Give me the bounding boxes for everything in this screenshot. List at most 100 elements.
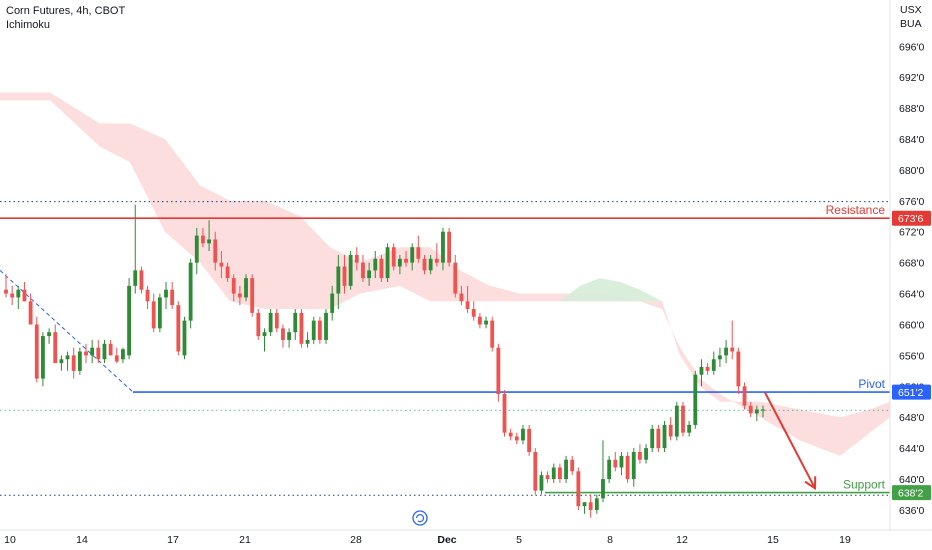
candle [422,254,427,275]
candle-body [564,459,568,480]
candle-body [699,366,704,375]
price-tick-label: 688'0 [899,103,925,115]
candle-body [34,324,39,379]
candle-body [441,231,445,263]
candle-body [656,428,661,449]
time-tick-label: 28 [350,534,362,546]
price-tag-text: 673'6 [898,213,924,225]
candle [502,390,507,437]
candle-body [348,254,353,286]
candle [736,347,741,395]
candle [102,339,107,364]
candle-body [336,266,341,294]
candle [638,444,642,464]
symbol-title[interactable]: Corn Futures, 4h, CBOT [6,5,126,17]
time-tick-label: 21 [239,534,251,546]
candle-body [281,328,285,340]
candle-body [237,293,242,298]
price-tick-label: 692'0 [899,72,925,84]
candle-body [164,289,168,298]
indicator-name[interactable]: Ichimoku [6,19,51,31]
candle-body [244,278,248,298]
candle [471,301,476,321]
candle-body [293,312,298,333]
time-tick-label: Dec [437,534,456,546]
candle [674,401,679,441]
candle [416,235,421,263]
arrow-head [804,476,817,491]
candle-body [176,305,181,352]
candle [188,258,193,329]
candle [219,251,224,279]
candle-body [674,405,679,437]
candle-body [231,278,236,294]
candle [96,339,101,364]
candle [47,328,51,344]
candle [588,494,593,518]
candle [305,332,310,348]
candle [237,285,242,306]
candle-body [139,270,144,290]
candle-body [188,262,193,321]
candle-body [262,332,267,337]
candle-body [59,359,64,364]
candle-body [514,436,519,441]
candle [644,444,648,464]
reset-time-icon[interactable] [412,510,428,526]
candle [539,471,544,495]
candle [490,316,495,352]
candle [127,278,131,360]
price-tick-label: 668'0 [899,258,925,270]
candle-body [71,355,76,371]
price-axis[interactable]: 696'0 692'0 688'0 684'0 680'0 676'0 672'0 668'0… [889,0,931,530]
candle-body [477,316,482,325]
candle-body [90,347,95,356]
support-label: Support [843,478,886,492]
candle-body [207,239,212,244]
time-tick-label: 17 [167,534,179,546]
candle [16,285,21,310]
candle [194,227,199,275]
candle-body [459,293,464,302]
arrow-forecast [764,392,817,491]
candle-body [416,247,421,259]
candle-body [748,405,753,414]
candle [121,347,125,364]
candle-body [594,498,599,510]
price-tick-label: 640'0 [899,474,925,486]
candle-body [730,347,735,352]
candle [84,343,88,364]
candle-body [367,270,372,279]
candle [428,254,433,275]
candle-body [354,254,359,263]
currency-label-top: USX [900,4,922,16]
time-axis[interactable]: 10 14 17 21 28 Dec 5 8 12 15 19 [0,510,932,546]
candle [484,316,488,329]
price-tag-bg [892,384,931,400]
candle-body [539,475,544,491]
candle-body [613,459,618,468]
candle [361,254,365,282]
candle-body [588,502,593,510]
candle-body [484,320,488,325]
candle [231,274,236,302]
price-tag-text: 638'2 [898,488,924,500]
candle-body [761,409,765,411]
candle [157,293,162,333]
candle [514,432,519,445]
candle [164,281,168,310]
candle [631,448,636,487]
candle [71,347,76,379]
candle [705,363,710,375]
cloud-bearish [0,92,890,456]
candle [656,424,661,452]
candle-body [644,448,648,460]
candle-body [453,262,458,294]
dotted-price-lines [0,201,890,496]
candle [545,471,550,483]
price-tag-bg [892,485,931,501]
candle-body [330,293,335,313]
candle-body [434,258,439,263]
candle-body [317,320,322,340]
